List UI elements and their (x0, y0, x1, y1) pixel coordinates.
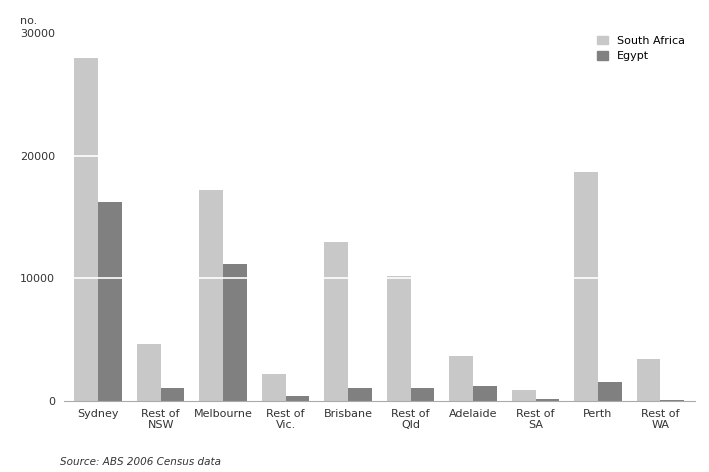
Legend: South Africa, Egypt: South Africa, Egypt (593, 31, 689, 66)
Bar (286, 396, 309, 401)
Bar (74, 58, 98, 401)
Bar (450, 356, 473, 401)
Bar (199, 190, 223, 401)
Bar (512, 390, 535, 401)
Bar (223, 264, 247, 401)
Bar (387, 276, 411, 401)
Bar (98, 202, 122, 401)
Bar (262, 374, 286, 401)
Text: no.: no. (20, 16, 37, 25)
Bar (324, 242, 348, 401)
Bar (535, 399, 559, 401)
Bar (598, 381, 622, 401)
Text: Source: ABS 2006 Census data: Source: ABS 2006 Census data (60, 457, 221, 467)
Bar (161, 388, 184, 401)
Bar (137, 344, 161, 401)
Bar (411, 388, 435, 401)
Bar (661, 400, 684, 401)
Bar (637, 360, 661, 401)
Bar (473, 387, 497, 401)
Bar (348, 388, 372, 401)
Bar (574, 172, 598, 401)
